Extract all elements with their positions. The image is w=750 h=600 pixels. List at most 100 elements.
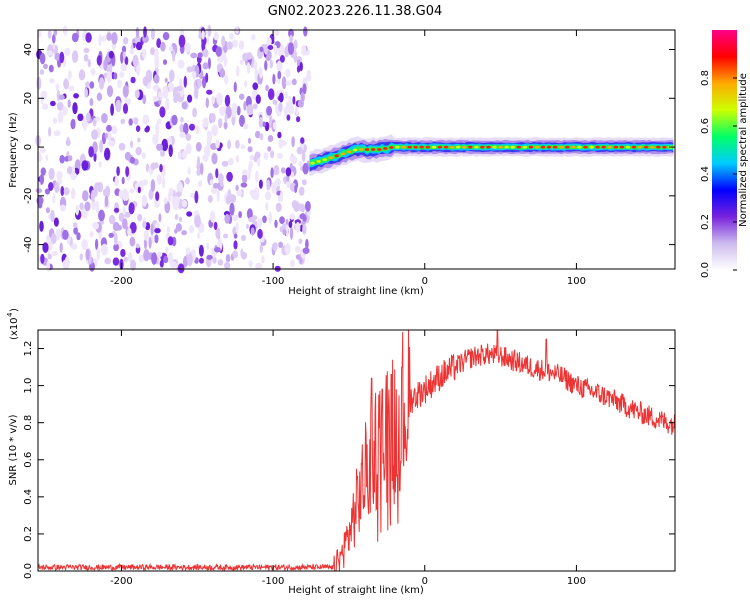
heatmap-cell: [257, 157, 261, 167]
signal-core: [619, 145, 625, 149]
heatmap-cell: [150, 47, 155, 56]
heatmap-cell: [63, 78, 69, 90]
heatmap-cell: [70, 187, 76, 200]
heatmap-cell: [253, 60, 258, 71]
heatmap-cell: [225, 254, 231, 263]
heatmap-cell: [231, 39, 238, 48]
heatmap-cell: [202, 48, 209, 58]
heatmap-cell: [221, 160, 229, 167]
heatmap-cell: [196, 156, 201, 169]
heatmap-cell: [83, 47, 90, 54]
signal-core: [589, 145, 594, 149]
heatmap-cell: [191, 70, 197, 80]
heatmap-cell: [272, 242, 278, 251]
y-tick-label: -40: [23, 236, 34, 252]
heatmap-cell: [179, 123, 185, 134]
heatmap-cell: [287, 104, 295, 115]
x-tick-label: 0: [422, 276, 428, 287]
heatmap-cell: [185, 143, 192, 155]
heatmap-cell: [162, 31, 170, 41]
heatmap-cell: [242, 52, 248, 62]
heatmap-cell: [142, 76, 149, 87]
heatmap-cell: [45, 207, 50, 214]
heatmap-cell: [159, 259, 164, 268]
heatmap-cell: [64, 256, 70, 270]
heatmap-cell: [255, 170, 259, 183]
heatmap-cell: [295, 254, 301, 260]
heatmap-cell: [62, 229, 69, 240]
heatmap-cell: [62, 106, 68, 116]
heatmap-cell: [219, 106, 226, 117]
heatmap-cell: [53, 29, 58, 37]
heatmap-cell: [187, 167, 191, 175]
heatmap-cell: [255, 262, 263, 270]
heatmap-cell: [284, 243, 291, 255]
signal-core: [443, 145, 449, 149]
heatmap-cell: [101, 243, 108, 256]
heatmap-cell: [229, 32, 234, 40]
heatmap-cell: [138, 254, 145, 263]
heatmap-cell: [47, 253, 52, 260]
heatmap-cell: [255, 130, 261, 139]
heatmap-cell: [223, 121, 228, 130]
heatmap-cell: [301, 179, 307, 186]
heatmap-cell: [290, 171, 294, 178]
heatmap-cell: [186, 211, 193, 217]
heatmap-cell: [262, 121, 266, 127]
y-tick-label: 40: [23, 43, 34, 56]
heatmap-cell: [248, 160, 253, 168]
heatmap-cell: [60, 204, 66, 212]
heatmap-cell: [142, 220, 147, 229]
heatmap-cell: [103, 58, 108, 71]
heatmap-cell: [49, 78, 55, 84]
heatmap-cell: [235, 184, 239, 192]
heatmap-cell: [185, 133, 192, 141]
signal-core: [322, 158, 327, 162]
heatmap-cell: [223, 233, 228, 239]
heatmap-cell: [295, 245, 301, 253]
heatmap-cell: [70, 243, 78, 250]
signal-core: [480, 145, 485, 149]
heatmap-cell: [278, 241, 284, 248]
heatmap-cell: [104, 133, 108, 139]
heatmap-cell: [85, 81, 90, 88]
heatmap-cell: [211, 124, 219, 137]
heatmap-cell: [84, 201, 91, 212]
heatmap-cell: [166, 226, 171, 234]
heatmap-cell: [298, 238, 303, 245]
heatmap-cell: [270, 150, 275, 159]
heatmap-cell: [224, 94, 231, 107]
heatmap-cell: [252, 103, 258, 110]
heatmap-cell: [178, 34, 186, 48]
heatmap-cell: [104, 195, 109, 208]
heatmap-cell: [298, 161, 304, 167]
y-tick-label: 0.8: [23, 415, 34, 431]
heatmap-cell: [275, 202, 282, 212]
y-tick-label: 20: [23, 92, 34, 105]
signal-core: [377, 148, 382, 151]
heatmap-cell: [215, 139, 220, 149]
heatmap-cell: [36, 154, 43, 162]
signal-core: [553, 145, 558, 149]
heatmap-cell: [41, 103, 49, 110]
heatmap-cell: [163, 255, 169, 264]
heatmap-cell: [302, 162, 309, 175]
signal-core: [346, 150, 352, 154]
heatmap-cell: [129, 48, 135, 55]
heatmap-cell: [137, 137, 141, 143]
heatmap-cell: [220, 180, 224, 188]
heatmap-cell: [40, 253, 45, 264]
heatmap-cell: [243, 100, 247, 111]
heatmap-cell: [202, 62, 209, 70]
heatmap-cell: [218, 118, 223, 129]
signal-core: [364, 148, 370, 151]
heatmap-cell: [197, 232, 201, 239]
snr-frame: [37, 329, 676, 572]
heatmap-cell: [124, 96, 128, 104]
heatmap-cell: [266, 105, 273, 116]
heatmap-cell: [95, 238, 99, 250]
heatmap-cell: [52, 193, 56, 204]
heatmap-cell: [68, 155, 73, 162]
heatmap-cell: [259, 68, 263, 79]
